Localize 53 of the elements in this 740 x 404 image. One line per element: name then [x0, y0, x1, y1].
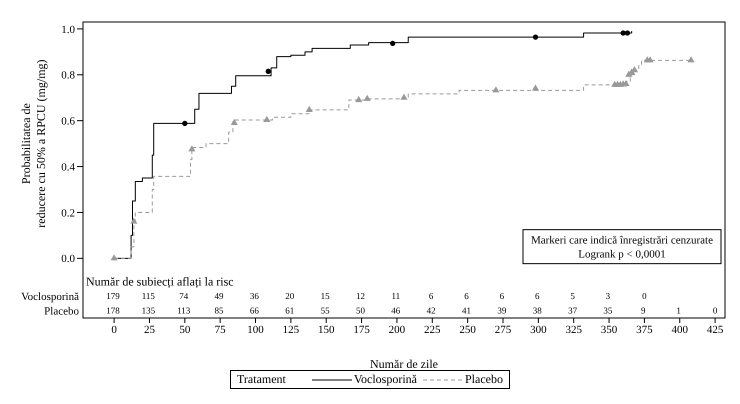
point [364, 94, 371, 101]
point [400, 94, 408, 100]
x-tick-label: 350 [600, 324, 618, 336]
legend-label: Voclosporină [354, 372, 417, 387]
text: 179 115 74 49 36 20 15 12 11 6 6 6 6 5 3 0 [106, 291, 647, 302]
x-tick-label: 375 [636, 324, 654, 336]
point [355, 96, 362, 102]
y-tick-label: 0.0 [61, 253, 76, 266]
x-tick-label: 425 [706, 324, 724, 336]
x-tick-label: 25 [144, 324, 156, 336]
legend-title: Tratament [237, 372, 286, 387]
text: Voclosporină [21, 291, 80, 304]
x-tick-label: 400 [672, 324, 688, 336]
x-tick-label: 75 [214, 324, 226, 336]
y-tick-label: 0.6 [61, 116, 76, 128]
point [182, 120, 188, 126]
text: Placebo [44, 306, 80, 318]
point [532, 84, 540, 91]
point [492, 86, 500, 92]
y-tick-label: 0.8 [61, 70, 76, 82]
y-tick-label: 0.4 [61, 161, 76, 174]
y-tick-label: 0.2 [61, 207, 75, 220]
point [130, 218, 138, 224]
point [532, 34, 538, 40]
point [306, 106, 313, 112]
x-tick-label: 225 [424, 324, 442, 336]
x-tick-label: 325 [565, 324, 582, 336]
point [266, 68, 271, 74]
text: 178 135 113 85 66 61 55 50 46 42 41 39 38 37 35 9 1 0 [106, 306, 718, 316]
x-tick-label: 200 [388, 324, 406, 336]
x-tick-label: 125 [282, 324, 300, 336]
point [646, 56, 654, 62]
legend-label: Placebo [465, 372, 503, 387]
x-tick-label: 275 [494, 324, 512, 336]
x-tick-label: 150 [318, 324, 335, 336]
x-tick-label: 250 [459, 324, 476, 336]
y-axis-title: Probabilitatea de reducere cu 50% a RPCU (mg/mg) [19, 59, 48, 228]
x-axis-title: Număr de zile [370, 357, 438, 371]
x-tick-label: 50 [179, 324, 191, 336]
point [110, 254, 118, 260]
point [390, 40, 396, 46]
annotation: Număr de subiecți aflați la risc [86, 274, 234, 288]
point [688, 56, 695, 62]
y-tick-label: 1.0 [61, 24, 76, 36]
x-tick-label: 100 [247, 324, 264, 336]
point [263, 116, 270, 122]
point [624, 30, 630, 36]
annotation: Markeri care indică înregistrări cenzurate Logrank p < 0,0001 [530, 234, 714, 261]
x-tick-label: 300 [530, 324, 548, 336]
point [230, 118, 238, 126]
point [188, 145, 196, 152]
x-tick-label: 175 [353, 324, 370, 336]
x-tick-label: 0 [111, 324, 118, 336]
